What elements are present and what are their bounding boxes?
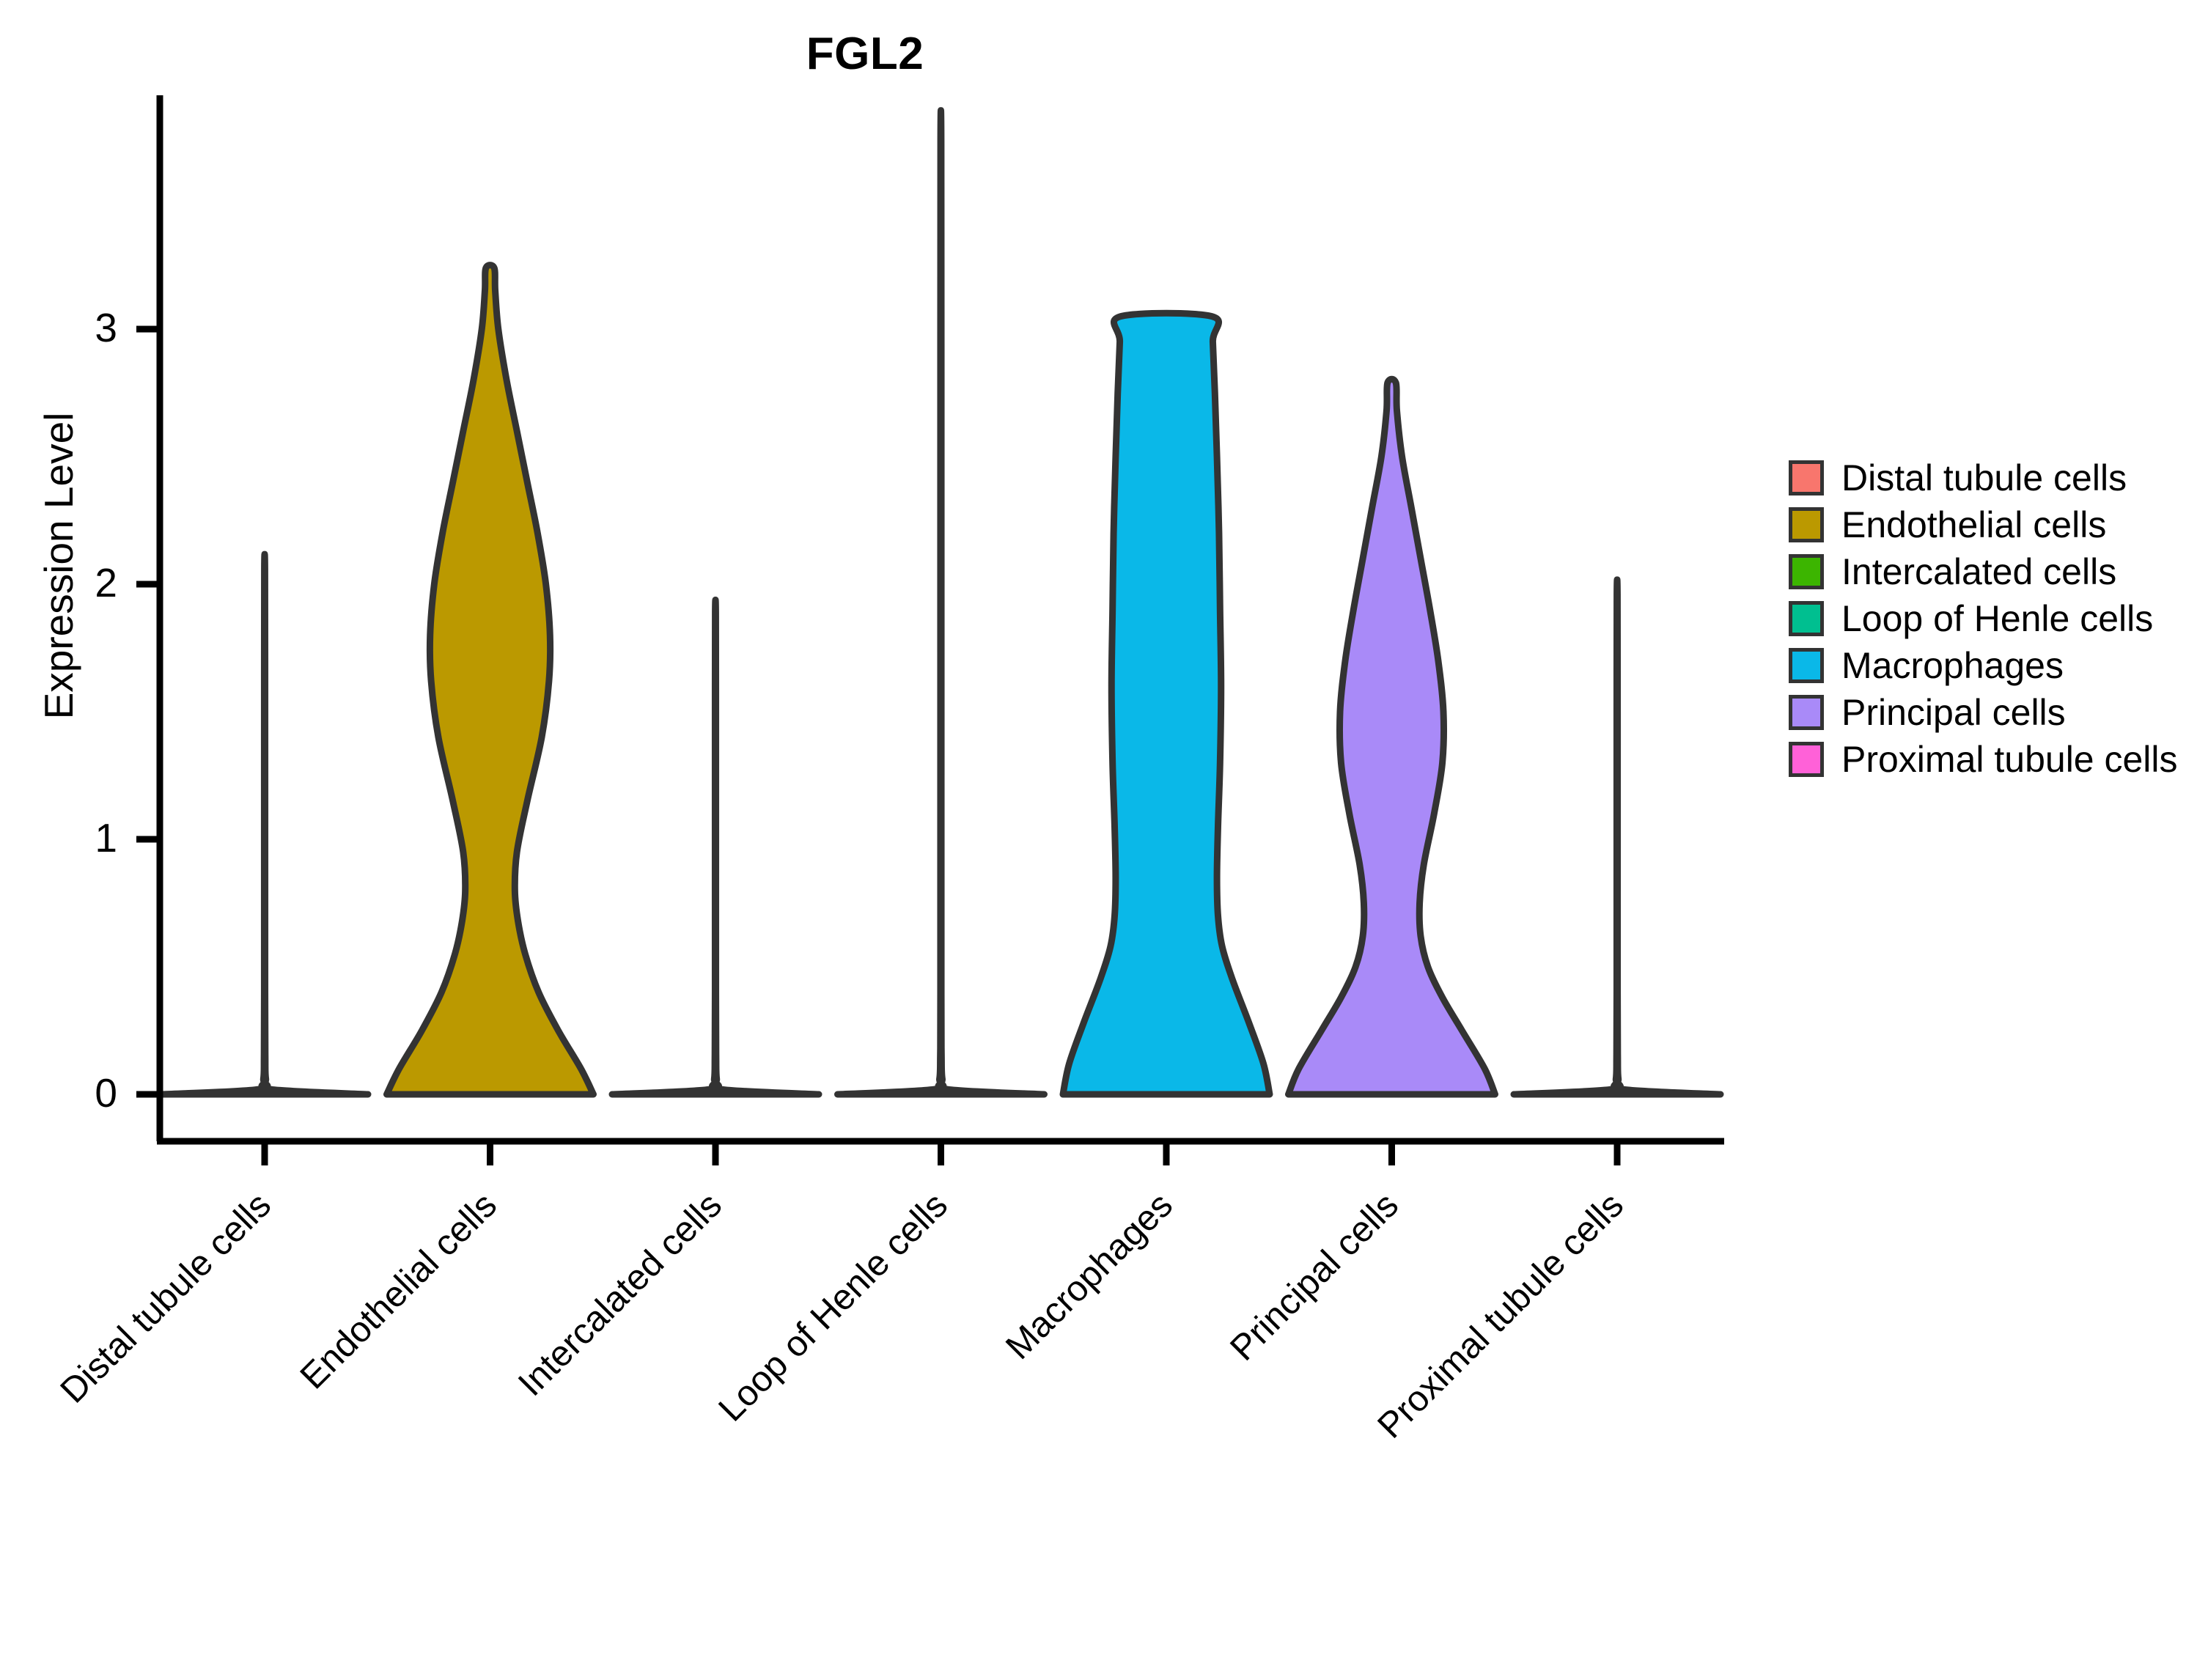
- legend-label: Endothelial cells: [1841, 504, 2107, 545]
- legend-item[interactable]: Endothelial cells: [1789, 501, 2178, 548]
- legend-item[interactable]: Macrophages: [1789, 642, 2178, 689]
- legend-item[interactable]: Principal cells: [1789, 689, 2178, 736]
- y-tick-label: 3: [95, 305, 117, 350]
- y-tick-label: 1: [95, 815, 117, 861]
- legend-swatch-icon: [1789, 695, 1824, 730]
- violin-group: [158, 107, 1724, 1098]
- legend-item[interactable]: Intercalated cells: [1789, 548, 2178, 595]
- legend-label: Principal cells: [1841, 692, 2066, 733]
- x-tick-marks: [261, 1141, 1621, 1165]
- violin-shape[interactable]: [608, 596, 823, 1098]
- legend-label: Loop of Henle cells: [1841, 598, 2154, 639]
- legend-label: Intercalated cells: [1841, 551, 2117, 592]
- legend-swatch-icon: [1789, 601, 1824, 636]
- legend: Distal tubule cells Endothelial cells Inte…: [1789, 454, 2178, 783]
- y-tick-label: 0: [95, 1070, 117, 1116]
- violin-shape[interactable]: [834, 107, 1048, 1098]
- axis-group: [136, 95, 1724, 1165]
- legend-swatch-icon: [1789, 554, 1824, 589]
- legend-swatch-icon: [1789, 460, 1824, 495]
- y-tick-label: 2: [95, 560, 117, 605]
- plot-canvas: [136, 95, 1724, 1165]
- violin-shape[interactable]: [383, 262, 597, 1098]
- legend-label: Distal tubule cells: [1841, 457, 2127, 498]
- page-title: FGL2: [806, 29, 924, 79]
- legend-swatch-icon: [1789, 742, 1824, 777]
- violin-shape[interactable]: [1285, 375, 1498, 1098]
- violin-shape[interactable]: [1059, 309, 1273, 1098]
- legend-swatch-icon: [1789, 648, 1824, 683]
- legend-label: Macrophages: [1841, 645, 2064, 686]
- violin-shape[interactable]: [158, 550, 372, 1098]
- legend-item[interactable]: Distal tubule cells: [1789, 454, 2178, 501]
- violin-shape[interactable]: [1510, 576, 1724, 1098]
- y-tick-marks: [136, 325, 160, 1098]
- legend-label: Proximal tubule cells: [1841, 739, 2178, 780]
- legend-item[interactable]: Loop of Henle cells: [1789, 595, 2178, 642]
- legend-swatch-icon: [1789, 507, 1824, 542]
- legend-item[interactable]: Proximal tubule cells: [1789, 736, 2178, 783]
